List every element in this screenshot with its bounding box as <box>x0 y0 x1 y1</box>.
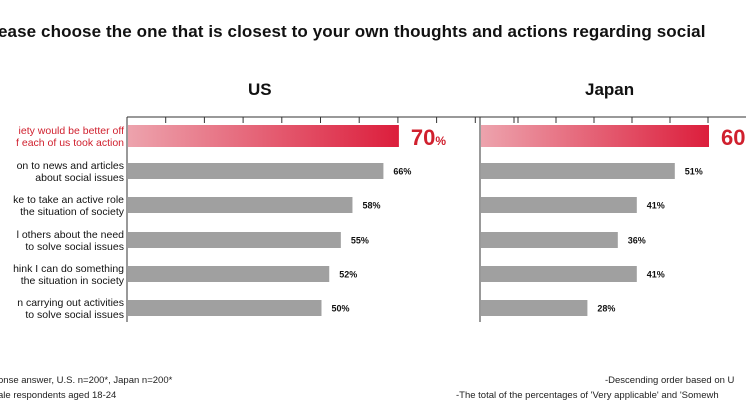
japan-bar <box>481 232 618 248</box>
japan-bar <box>481 197 637 213</box>
us-bar <box>128 125 399 147</box>
us-category-label: hink I can do something <box>13 263 124 275</box>
us-category-label: to solve social issues <box>25 309 124 321</box>
us-category-label: on to news and articles <box>17 160 124 172</box>
footnote-percentages: -The total of the percentages of 'Very a… <box>456 390 719 401</box>
us-bar <box>128 163 384 179</box>
japan-bar <box>481 163 675 179</box>
us-category-label: about social issues <box>35 172 124 184</box>
japan-data-label: 51% <box>685 167 703 177</box>
chart-title: ease choose the one that is closest to y… <box>0 22 706 41</box>
japan-data-label: 28% <box>597 304 615 314</box>
us-category-label: f each of us took action <box>16 137 124 149</box>
japan-data-label: 41% <box>647 201 665 211</box>
us-bar <box>128 232 341 248</box>
us-data-label: 70% <box>411 125 446 150</box>
japan-data-label: 36% <box>628 236 646 246</box>
us-category-label: ke to take an active role <box>13 194 124 206</box>
us-data-label: 55% <box>351 236 369 246</box>
footnote-respondents: ale respondents aged 18-24 <box>0 390 117 401</box>
us-category-label: the situation of society <box>20 206 125 218</box>
us-data-label: 58% <box>362 201 380 211</box>
japan-bar <box>481 125 709 147</box>
japan-panel-title: Japan <box>585 80 635 99</box>
us-bar <box>128 300 322 316</box>
japan-bar <box>481 300 588 316</box>
footnote-order: -Descending order based on U <box>605 375 735 386</box>
us-bar <box>128 266 330 282</box>
us-data-label: 52% <box>339 270 357 280</box>
us-category-label: iety would be better off <box>19 125 125 137</box>
us-panel-title: US <box>248 80 272 99</box>
footnote-sample-size: onse answer, U.S. n=200*, Japan n=200* <box>0 375 173 386</box>
us-category-label: l others about the need <box>17 229 125 241</box>
us-category-label: n carrying out activities <box>17 297 124 309</box>
us-data-label: 66% <box>393 167 411 177</box>
japan-data-label: 60 <box>721 125 745 150</box>
japan-panel: 60 51% 41% 36% 41% 28% <box>479 116 746 322</box>
us-category-label: to solve social issues <box>25 241 124 253</box>
us-bar <box>128 197 353 213</box>
us-category-label: the situation in society <box>21 275 125 287</box>
us-data-label: 50% <box>332 304 350 314</box>
japan-bar <box>481 266 637 282</box>
japan-data-label: 41% <box>647 270 665 280</box>
